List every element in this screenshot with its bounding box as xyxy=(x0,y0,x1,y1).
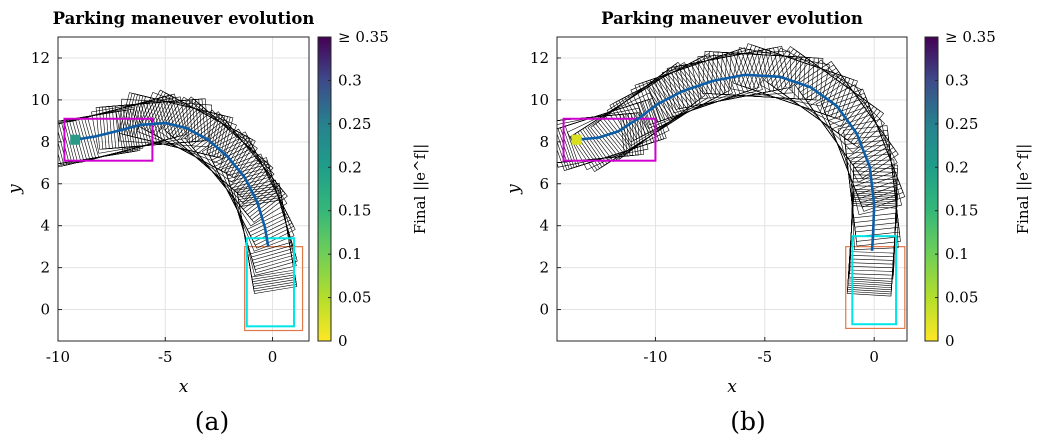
x-axis-label: x xyxy=(727,377,737,397)
x-axis-label: x xyxy=(179,377,189,397)
colorbar-tick-label: 0.1 xyxy=(338,245,362,263)
vehicle-footprint xyxy=(557,107,649,168)
y-tick-label: 8 xyxy=(40,133,50,151)
vehicle-footprint xyxy=(809,81,899,179)
colorbar-tick-label: 0 xyxy=(338,332,348,350)
vehicle-footprint xyxy=(630,54,733,129)
plot-area xyxy=(557,43,906,330)
vehicle-footprint xyxy=(58,111,124,165)
vehicle-footprint xyxy=(697,50,793,99)
vehicle-footprint xyxy=(136,91,237,165)
colorbar-tick-label: 0.25 xyxy=(945,115,978,133)
plot-area xyxy=(58,89,304,332)
vehicle-footprint xyxy=(831,113,906,212)
vehicle-footprint xyxy=(197,126,288,223)
y-tick-label: 6 xyxy=(40,175,50,193)
colorbar-tick-label: 0.2 xyxy=(945,158,969,176)
grid xyxy=(57,37,309,341)
y-axis-label: y xyxy=(5,184,25,195)
chart-title: Parking maneuver evolution xyxy=(53,9,315,28)
y-tick-label: 10 xyxy=(31,91,50,109)
y-tick-label: 12 xyxy=(530,49,549,67)
vehicle-footprint xyxy=(239,199,298,294)
y-tick-label: 12 xyxy=(31,49,50,67)
colorbar-tick-label: 0.15 xyxy=(338,202,371,220)
vehicle-footprint xyxy=(118,98,212,148)
vehicle-footprint xyxy=(233,179,297,276)
y-tick-label: 4 xyxy=(539,217,549,235)
colorbar-tick-label: ≥ 0.35 xyxy=(338,28,389,46)
vehicle-footprint xyxy=(849,159,899,250)
colorbar-tick-label: 0.25 xyxy=(338,115,371,133)
trajectory-path xyxy=(74,121,270,247)
colorbar-label: Final ||e^f|| xyxy=(411,144,429,235)
vehicle-footprint xyxy=(176,109,274,200)
colorbar-tick-label: 0.3 xyxy=(945,71,969,89)
vehicle-footprint xyxy=(115,98,210,149)
colorbar xyxy=(924,36,939,342)
vehicle-footprint xyxy=(584,78,687,163)
colorbar-tick-label: 0 xyxy=(945,332,955,350)
start-marker xyxy=(70,134,81,145)
goal-pose-box xyxy=(245,237,295,328)
y-tick-label: 0 xyxy=(40,301,50,319)
vehicle-footprint xyxy=(216,150,296,249)
x-tick-label: 0 xyxy=(869,348,879,366)
vehicle-footprint xyxy=(728,52,824,101)
parking-slot xyxy=(244,246,304,332)
y-tick-label: 4 xyxy=(40,217,50,235)
colorbar-tick-label: ≥ 0.35 xyxy=(945,28,996,46)
colorbar-tick-label: 0.15 xyxy=(945,202,978,220)
vehicle-footprint xyxy=(783,60,885,148)
x-tick-label: -5 xyxy=(158,348,173,366)
vehicle-footprint xyxy=(730,47,830,107)
colorbar xyxy=(317,36,332,342)
panel-label: (a) xyxy=(195,407,229,436)
x-tick-label: -10 xyxy=(643,348,667,366)
trajectory-path xyxy=(576,73,876,251)
vehicle-footprints xyxy=(557,43,906,297)
y-tick-label: 2 xyxy=(40,259,50,277)
vehicle-footprint xyxy=(230,176,298,274)
y-axis-label: y xyxy=(504,184,524,195)
vehicle-footprint xyxy=(846,205,898,297)
colorbar-tick-label: 0.05 xyxy=(945,289,978,307)
start-pose-box xyxy=(63,117,154,162)
panel-a: Parking maneuver evolution -10 -5 0 0 2 4 6 8 10 1… xyxy=(5,9,429,436)
vehicle-footprint xyxy=(691,45,791,106)
start-pose-box xyxy=(562,117,657,162)
x-tick-label: -5 xyxy=(758,348,773,366)
y-tick-label: 2 xyxy=(539,259,549,277)
parking-slot xyxy=(845,246,906,330)
vehicle-footprint xyxy=(755,51,858,121)
colorbar-tick-label: 0.05 xyxy=(338,289,371,307)
start-marker xyxy=(571,134,582,145)
colorbar-tick-label: 0.1 xyxy=(945,245,969,263)
vehicle-footprint xyxy=(789,59,885,153)
grid xyxy=(557,37,907,341)
chart-title: Parking maneuver evolution xyxy=(601,9,863,28)
y-tick-label: 6 xyxy=(539,175,549,193)
axes-box xyxy=(556,36,908,342)
y-tick-label: 8 xyxy=(539,133,549,151)
panel-label: (b) xyxy=(730,407,766,436)
x-tick-label: -10 xyxy=(46,348,70,366)
colorbar-tick-label: 0.3 xyxy=(338,71,362,89)
vehicle-footprint xyxy=(564,97,667,167)
vehicle-footprint xyxy=(759,47,862,128)
y-tick-label: 0 xyxy=(539,301,549,319)
vehicle-footprints xyxy=(58,89,298,294)
x-tick-label: 0 xyxy=(268,348,278,366)
y-tick-label: 10 xyxy=(530,91,549,109)
panel-b: Parking maneuver evolution -10 -5 0 0 2 4 6 8 10 1… xyxy=(504,9,1032,436)
colorbar-tick-label: 0.2 xyxy=(338,158,362,176)
colorbar-label: Final ||e^f|| xyxy=(1014,144,1032,235)
axes-box xyxy=(57,36,310,342)
